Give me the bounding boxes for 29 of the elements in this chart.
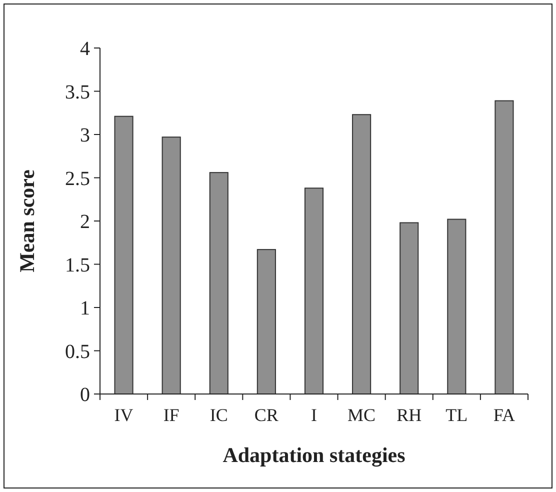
y-tick-label: 0.5 (65, 340, 90, 363)
y-tick-label: 4 (80, 38, 90, 60)
bar (304, 188, 324, 394)
x-tick-label: TL (446, 405, 468, 425)
x-axis-title: Adaptation stategies (222, 443, 406, 467)
y-tick-label: 2 (80, 211, 90, 233)
x-tick-label: IC (210, 405, 228, 425)
bar (114, 116, 134, 394)
y-tick-label: 3 (80, 124, 90, 146)
x-tick-label: RH (396, 405, 422, 425)
bar (209, 172, 228, 394)
y-tick-label: 2.5 (65, 168, 90, 190)
bar (162, 136, 181, 394)
bar (447, 218, 466, 394)
y-tick-label: 3.5 (65, 81, 90, 104)
y-axis-title: Mean score (15, 170, 39, 272)
x-tick-label: FA (493, 405, 516, 425)
bar (352, 114, 372, 394)
x-tick-label: IF (163, 405, 180, 425)
bar (400, 222, 419, 394)
bar (494, 100, 514, 394)
x-tick-label: CR (254, 405, 278, 425)
y-tick-label: 1 (80, 298, 90, 320)
x-tick-label: I (311, 405, 317, 425)
x-tick-label: MC (348, 405, 376, 425)
bar (256, 249, 276, 394)
y-tick-label: 1.5 (65, 254, 90, 276)
y-tick-label: 0 (80, 384, 90, 406)
x-tick-label: IV (114, 405, 134, 425)
